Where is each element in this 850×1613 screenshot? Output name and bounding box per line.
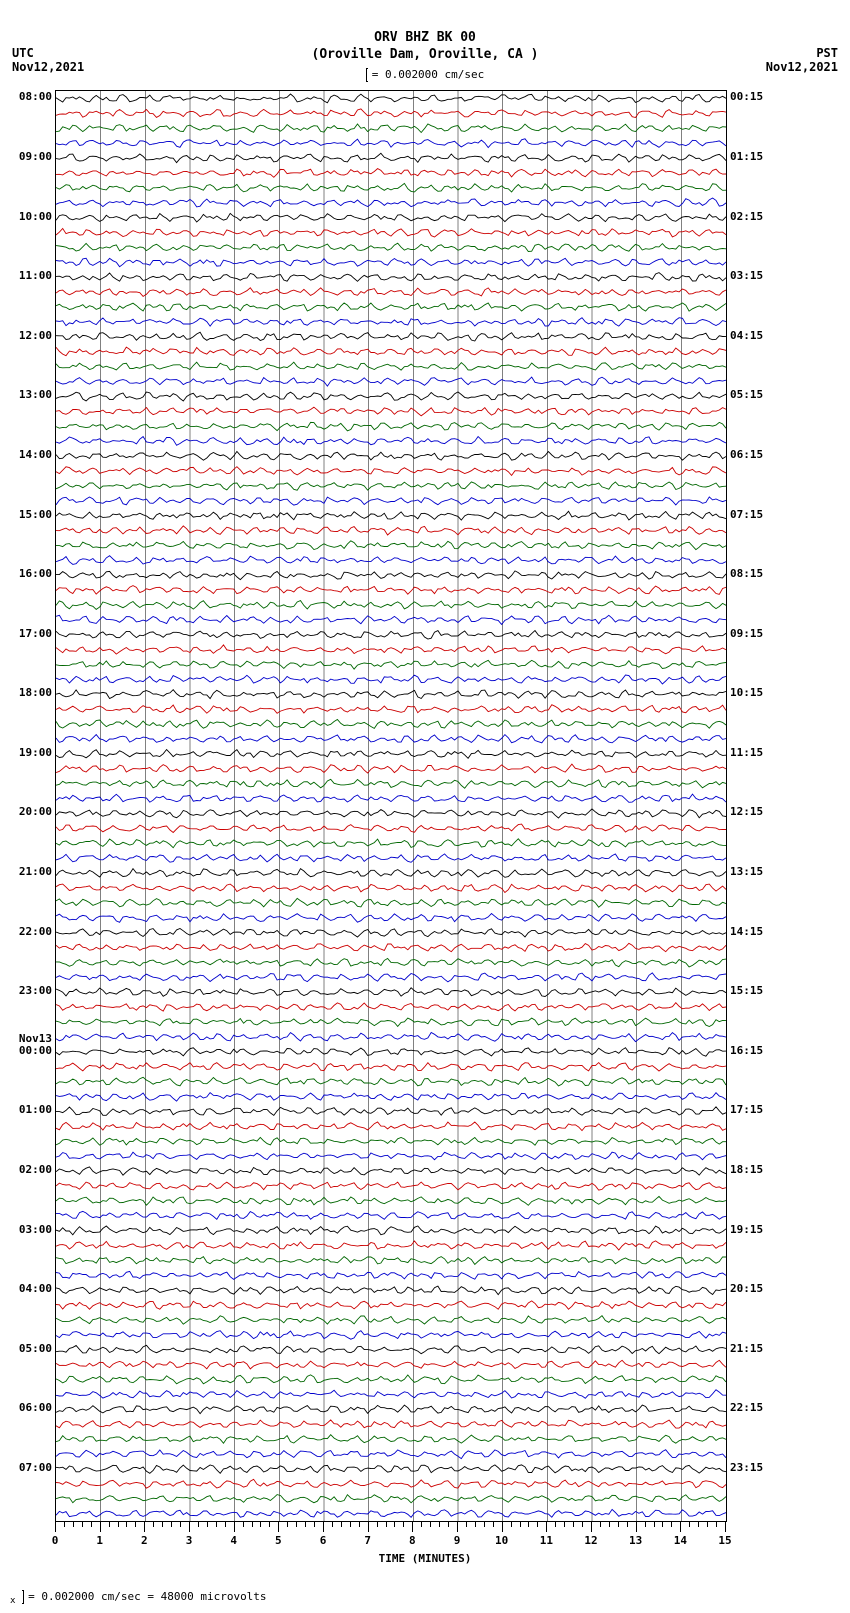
scale-label: = 0.002000 cm/sec xyxy=(0,68,850,82)
right-hour-label: 08:15 xyxy=(730,568,780,579)
x-tick-label: 15 xyxy=(718,1534,731,1547)
left-hour-label: 19:00 xyxy=(0,747,52,758)
right-hour-labels: 00:15 01:15 02:15 03:15 04:15 05:15 06:15 07:15… xyxy=(730,90,780,1520)
title-line2: (Oroville Dam, Oroville, CA ) xyxy=(0,47,850,62)
x-tick-label: 5 xyxy=(275,1534,282,1547)
left-hour-label: 12:00 xyxy=(0,330,52,341)
right-hour-label: 19:15 xyxy=(730,1224,780,1235)
left-hour-label: 14:00 xyxy=(0,449,52,460)
right-hour-label: 04:15 xyxy=(730,330,780,341)
left-hour-label: 15:00 xyxy=(0,509,52,520)
timezone-left: UTC Nov12,2021 xyxy=(12,46,84,74)
x-tick-label: 14 xyxy=(674,1534,687,1547)
right-hour-label: 00:15 xyxy=(730,91,780,102)
scale-text: = 0.002000 cm/sec xyxy=(372,68,485,81)
right-hour-label: 02:15 xyxy=(730,211,780,222)
left-day-label: Nov13 xyxy=(0,1033,52,1044)
left-hour-label: 02:00 xyxy=(0,1164,52,1175)
title-line1: ORV BHZ BK 00 xyxy=(0,30,850,45)
left-hour-label: 04:00 xyxy=(0,1283,52,1294)
seismic-traces xyxy=(56,91,726,1521)
left-hour-label: 11:00 xyxy=(0,270,52,281)
right-hour-label: 17:15 xyxy=(730,1104,780,1115)
right-hour-label: 07:15 xyxy=(730,509,780,520)
left-hour-label: 03:00 xyxy=(0,1224,52,1235)
x-tick-label: 12 xyxy=(584,1534,597,1547)
x-tick-label: 1 xyxy=(96,1534,103,1547)
left-hour-label: 20:00 xyxy=(0,806,52,817)
x-tick-label: 4 xyxy=(230,1534,237,1547)
left-hour-label: 09:00 xyxy=(0,151,52,162)
right-hour-label: 05:15 xyxy=(730,389,780,400)
right-hour-label: 20:15 xyxy=(730,1283,780,1294)
footer-text: = 0.002000 cm/sec = 48000 microvolts xyxy=(28,1590,266,1603)
scale-bar-icon xyxy=(22,1590,24,1604)
left-hour-label: 21:00 xyxy=(0,866,52,877)
x-axis: 0123456789101112131415 xyxy=(55,1522,725,1542)
right-hour-label: 13:15 xyxy=(730,866,780,877)
left-hour-label: 17:00 xyxy=(0,628,52,639)
left-hour-label: 08:00 xyxy=(0,91,52,102)
right-hour-label: 14:15 xyxy=(730,926,780,937)
plot-area xyxy=(55,90,727,1522)
left-hour-label: 00:00 xyxy=(0,1045,52,1056)
left-hour-label: 18:00 xyxy=(0,687,52,698)
tz-left-date: Nov12,2021 xyxy=(12,60,84,74)
right-hour-label: 23:15 xyxy=(730,1462,780,1473)
timezone-right: PST Nov12,2021 xyxy=(766,46,838,74)
right-hour-label: 12:15 xyxy=(730,806,780,817)
x-ticks: 0123456789101112131415 xyxy=(55,1522,725,1542)
right-hour-label: 03:15 xyxy=(730,270,780,281)
right-hour-label: 09:15 xyxy=(730,628,780,639)
x-tick-label: 7 xyxy=(364,1534,371,1547)
left-hour-label: 13:00 xyxy=(0,389,52,400)
left-hour-label: 23:00 xyxy=(0,985,52,996)
x-tick-label: 0 xyxy=(52,1534,59,1547)
x-tick-label: 10 xyxy=(495,1534,508,1547)
x-tick-label: 6 xyxy=(320,1534,327,1547)
tz-left-label: UTC xyxy=(12,46,84,60)
right-hour-label: 01:15 xyxy=(730,151,780,162)
x-tick-label: 2 xyxy=(141,1534,148,1547)
x-tick-label: 3 xyxy=(186,1534,193,1547)
left-hour-label: 07:00 xyxy=(0,1462,52,1473)
right-hour-label: 18:15 xyxy=(730,1164,780,1175)
right-hour-label: 06:15 xyxy=(730,449,780,460)
right-hour-label: 22:15 xyxy=(730,1402,780,1413)
x-tick-label: 9 xyxy=(454,1534,461,1547)
footer-scale: x = 0.002000 cm/sec = 48000 microvolts xyxy=(10,1590,267,1606)
left-hour-label: 05:00 xyxy=(0,1343,52,1354)
tz-right-label: PST xyxy=(766,46,838,60)
left-hour-label: 10:00 xyxy=(0,211,52,222)
left-hour-labels: 08:00 09:00 10:00 11:00 12:00 13:00 14:00 15:00… xyxy=(0,90,52,1520)
scale-bar-icon xyxy=(366,68,368,82)
title-block: ORV BHZ BK 00 (Oroville Dam, Oroville, C… xyxy=(0,30,850,62)
tz-right-date: Nov12,2021 xyxy=(766,60,838,74)
seismogram-container: ORV BHZ BK 00 (Oroville Dam, Oroville, C… xyxy=(0,0,850,1613)
x-axis-title: TIME (MINUTES) xyxy=(0,1552,850,1565)
right-hour-label: 15:15 xyxy=(730,985,780,996)
left-hour-label: 01:00 xyxy=(0,1104,52,1115)
x-tick-label: 13 xyxy=(629,1534,642,1547)
left-hour-label: 06:00 xyxy=(0,1402,52,1413)
left-hour-label: 16:00 xyxy=(0,568,52,579)
left-hour-label: 22:00 xyxy=(0,926,52,937)
right-hour-label: 16:15 xyxy=(730,1045,780,1056)
right-hour-label: 11:15 xyxy=(730,747,780,758)
right-hour-label: 21:15 xyxy=(730,1343,780,1354)
right-hour-label: 10:15 xyxy=(730,687,780,698)
x-tick-label: 8 xyxy=(409,1534,416,1547)
x-tick-label: 11 xyxy=(540,1534,553,1547)
